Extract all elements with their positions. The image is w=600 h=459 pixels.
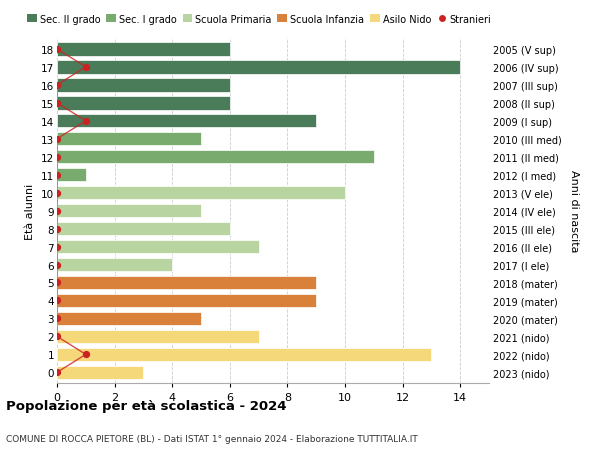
Bar (57, 366, 143, 379)
Point (52, 369, 62, 376)
Point (52, 315, 62, 322)
Bar (57, 151, 374, 164)
Bar (57, 276, 316, 290)
Point (52, 297, 62, 304)
Point (52, 190, 62, 197)
Point (52, 46, 62, 53)
Point (52, 333, 62, 340)
Point (52, 261, 62, 269)
Point (81, 351, 91, 358)
Y-axis label: Anni di nascita: Anni di nascita (569, 170, 578, 252)
Bar (57, 240, 259, 254)
Point (52, 225, 62, 233)
Y-axis label: Età alunni: Età alunni (25, 183, 35, 239)
Bar (57, 222, 230, 236)
Point (52, 243, 62, 251)
Bar (57, 115, 316, 128)
Point (52, 154, 62, 161)
Bar (57, 186, 345, 200)
Bar (57, 133, 201, 146)
Text: COMUNE DI ROCCA PIETORE (BL) - Dati ISTAT 1° gennaio 2024 - Elaborazione TUTTITA: COMUNE DI ROCCA PIETORE (BL) - Dati ISTA… (6, 434, 418, 443)
Bar (57, 168, 86, 182)
Point (52, 207, 62, 215)
Bar (57, 258, 172, 272)
Bar (57, 61, 460, 74)
Point (52, 136, 62, 143)
Bar (57, 79, 230, 92)
Point (52, 279, 62, 286)
Bar (57, 348, 431, 361)
Bar (57, 330, 259, 343)
Bar (57, 294, 316, 308)
Bar (57, 312, 201, 325)
Point (81, 118, 91, 125)
Point (52, 100, 62, 107)
Point (52, 172, 62, 179)
Bar (57, 97, 230, 110)
Point (52, 82, 62, 90)
Text: Popolazione per età scolastica - 2024: Popolazione per età scolastica - 2024 (6, 399, 287, 412)
Legend: Sec. II grado, Sec. I grado, Scuola Primaria, Scuola Infanzia, Asilo Nido, Stran: Sec. II grado, Sec. I grado, Scuola Prim… (28, 15, 491, 25)
Bar (57, 43, 230, 56)
Point (81, 64, 91, 71)
Bar (57, 204, 201, 218)
